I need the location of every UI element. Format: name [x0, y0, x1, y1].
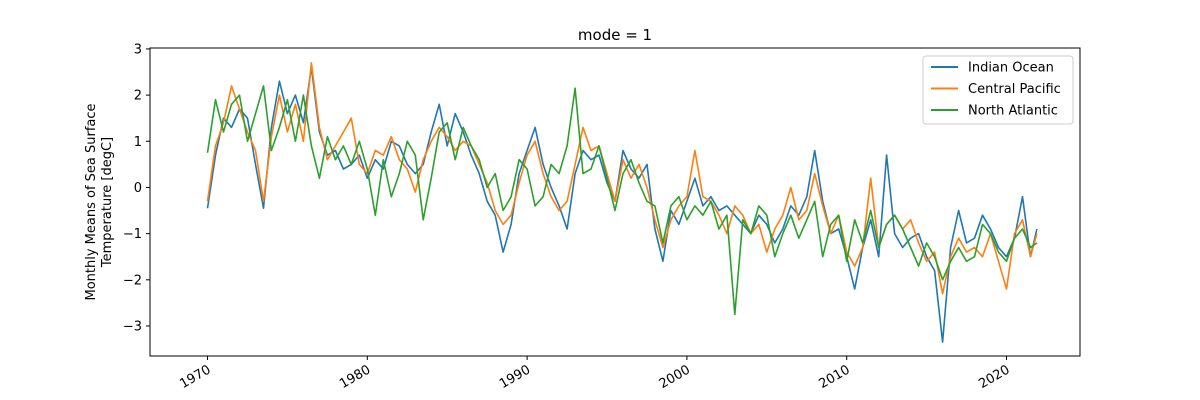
series-line-indian-ocean [206, 66, 1038, 343]
y-tick-label: −3 [123, 319, 142, 334]
x-tick-label: 1980 [337, 362, 373, 392]
axes-border [149, 47, 1081, 357]
x-tick-label: 1990 [497, 362, 533, 392]
series-layer [206, 61, 1038, 343]
legend-label: North Atlantic [968, 104, 1058, 119]
y-tick-label: −1 [123, 227, 142, 242]
y-tick-label: 2 [134, 89, 142, 104]
y-tick-label: 1 [134, 135, 142, 150]
y-tick-label: 3 [134, 42, 142, 57]
legend-box [922, 55, 1074, 125]
y-axis-label-line1: Monthly Means of Sea Surface [84, 103, 99, 300]
y-tick-label: 0 [134, 181, 142, 196]
chart-title: mode = 1 [578, 26, 652, 44]
x-tick-label: 2000 [657, 362, 693, 392]
legend-label: Central Pacific [968, 82, 1061, 97]
legend: Indian Ocean Central Pacific North Atlanti… [922, 55, 1074, 125]
x-axis: 1970 1980 1990 2000 2010 2020 [177, 356, 1012, 392]
x-tick-label: 2010 [817, 362, 853, 392]
y-tick-label: −2 [123, 273, 142, 288]
y-axis-label-line2: Temperature [degC] [100, 137, 115, 268]
y-axis: −3 −2 −1 0 1 2 3 [123, 42, 150, 334]
x-tick-label: 1970 [177, 362, 213, 392]
x-tick-label: 2020 [976, 362, 1012, 392]
series-line-north-atlantic [206, 85, 1038, 316]
axes-frame [149, 47, 1081, 357]
legend-label: Indian Ocean [968, 61, 1054, 76]
